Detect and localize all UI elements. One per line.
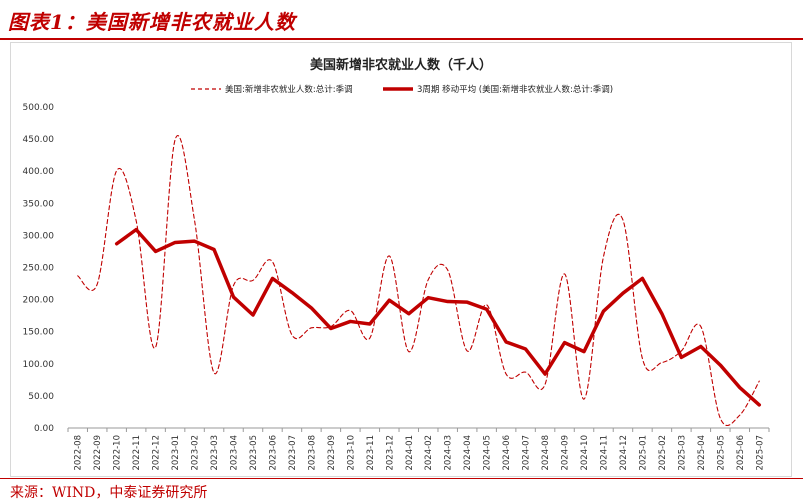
source-note: 来源：WIND，中泰证券研究所 — [10, 485, 208, 501]
x-tick-label: 2025-07 — [755, 435, 765, 471]
x-tick-label: 2025-02 — [658, 435, 668, 471]
x-tick-label: 2024-12 — [619, 435, 629, 471]
legend-label-moving-average: 3周期 移动平均 (美国:新增非农就业人数:总计:季调) — [417, 84, 613, 95]
x-tick-label: 2023-04 — [230, 435, 240, 471]
chart-legend: 美国:新增非农就业人数:总计:季调 3周期 移动平均 (美国:新增非农就业人数:… — [191, 84, 613, 95]
x-tick-label: 2023-12 — [385, 435, 395, 471]
x-tick-label: 2022-10 — [113, 435, 123, 471]
series-line-monthly — [77, 135, 760, 427]
line-chart: 美国新增非农就业人数（千人） 美国:新增非农就业人数:总计:季调 3周期 移动平… — [23, 57, 770, 471]
x-tick-label: 2023-08 — [307, 435, 317, 471]
x-tick-label: 2024-10 — [580, 435, 590, 471]
x-tick-label: 2023-10 — [346, 435, 356, 471]
x-tick-label: 2023-09 — [327, 435, 337, 471]
x-tick-label: 2023-07 — [288, 435, 298, 471]
series-line-moving-average — [114, 227, 762, 407]
y-tick-label: 50.00 — [28, 392, 54, 402]
x-tick-label: 2025-06 — [736, 435, 746, 471]
top-rule — [0, 38, 803, 40]
y-tick-label: 250.00 — [23, 264, 55, 274]
y-tick-label: 150.00 — [23, 328, 55, 338]
x-tick-label: 2023-11 — [366, 435, 376, 471]
chart-container: 美国新增非农就业人数（千人） 美国:新增非农就业人数:总计:季调 3周期 移动平… — [10, 42, 792, 477]
x-tick-label: 2024-01 — [405, 435, 415, 471]
y-axis: 0.00 50.00 100.00 150.00 200.00 250.00 300.00 3… — [23, 103, 55, 434]
x-tick-label: 2024-08 — [541, 435, 551, 471]
y-tick-label: 350.00 — [23, 199, 55, 209]
x-tick-label: 2025-03 — [677, 435, 687, 471]
x-tick-label: 2022-12 — [152, 435, 162, 471]
bottom-rule — [0, 478, 803, 479]
chart-title: 美国新增非农就业人数（千人） — [310, 57, 492, 73]
x-tick-label: 2024-06 — [502, 435, 512, 471]
y-tick-label: 100.00 — [23, 360, 55, 370]
x-tick-label: 2024-07 — [522, 435, 532, 471]
x-tick-label: 2023-02 — [191, 435, 201, 471]
y-tick-label: 300.00 — [23, 231, 55, 241]
figure-title: 图表1：美国新增非农就业人数 — [8, 10, 296, 34]
x-tick-label: 2024-04 — [463, 435, 473, 471]
y-tick-label: 450.00 — [23, 135, 55, 145]
point-monthly — [758, 380, 761, 383]
x-tick-label: 2024-03 — [444, 435, 454, 471]
x-tick-label: 2022-08 — [74, 435, 84, 471]
x-axis: 2022-08 2022-09 2022-10 2022-11 2022-12 2023-… — [67, 427, 770, 471]
x-tick-label: 2023-05 — [249, 435, 259, 471]
x-tick-label: 2024-11 — [599, 435, 609, 471]
x-tick-label: 2025-01 — [638, 435, 648, 471]
x-tick-label: 2022-11 — [132, 435, 142, 471]
legend-label-monthly: 美国:新增非农就业人数:总计:季调 — [225, 84, 353, 95]
x-tick-label: 2025-05 — [716, 435, 726, 471]
y-tick-label: 500.00 — [23, 103, 55, 113]
series-layer — [77, 135, 762, 427]
y-tick-label: 0.00 — [34, 424, 54, 434]
y-tick-label: 200.00 — [23, 296, 55, 306]
x-tick-label: 2025-04 — [697, 435, 707, 471]
x-tick-label: 2022-09 — [93, 435, 103, 471]
x-tick-label: 2023-06 — [268, 435, 278, 471]
y-tick-label: 400.00 — [23, 167, 55, 177]
x-tick-label: 2024-09 — [561, 435, 571, 471]
x-tick-label: 2024-02 — [424, 435, 434, 471]
x-tick-label: 2023-01 — [171, 435, 181, 471]
x-tick-label: 2024-05 — [483, 435, 493, 471]
x-tick-label: 2023-03 — [210, 435, 220, 471]
